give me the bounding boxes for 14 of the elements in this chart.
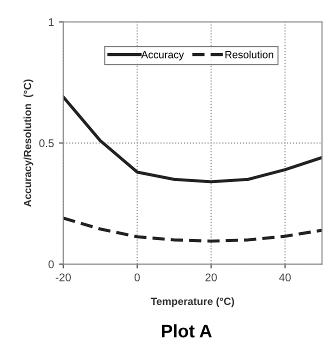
y-tick-label: 0.5 (39, 139, 54, 148)
x-axis-title: Temperature (°C) (150, 297, 234, 308)
x-tick-label: 40 (279, 273, 291, 282)
text: Plot A (162, 324, 212, 338)
x-tick-label: 20 (206, 273, 217, 282)
line-series (63, 95, 322, 184)
x-tick-label: 0 (134, 273, 140, 282)
x-tick-label: -20 (56, 273, 71, 282)
line-series (63, 216, 322, 243)
y-tick-label: 0 (48, 260, 54, 268)
y-axis-title: Accuracy/Resolution (°C) (24, 80, 34, 207)
legend-label: Resolution (225, 50, 274, 58)
y-tick-label: 1 (48, 18, 54, 26)
legend-label: Accuracy (141, 51, 184, 60)
